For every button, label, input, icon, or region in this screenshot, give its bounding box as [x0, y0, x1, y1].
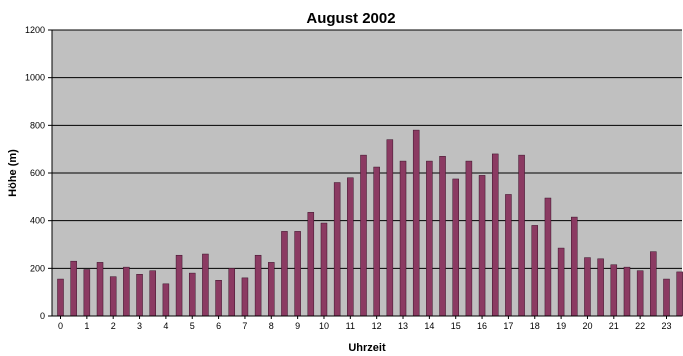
y-axis-ticks: 0 200 400 600 800 1000 1200 [25, 25, 52, 321]
x-tick-label: 19 [556, 321, 566, 331]
bar [610, 264, 618, 317]
bar [175, 254, 183, 317]
x-tick-label: 16 [477, 321, 487, 331]
bar [478, 175, 486, 317]
bar [57, 278, 64, 317]
gridlines [52, 29, 682, 269]
bar [557, 247, 565, 317]
bar [518, 154, 525, 317]
x-tick-label: 13 [398, 321, 408, 331]
y-tick-label: 0 [40, 311, 45, 321]
bar [333, 182, 341, 317]
x-tick-label: 4 [163, 321, 168, 331]
x-tick-label: 12 [372, 321, 382, 331]
bar [623, 266, 631, 317]
y-tick-label: 600 [30, 168, 45, 178]
bar [571, 216, 578, 317]
x-tick-label: 10 [319, 321, 329, 331]
y-tick-label: 1200 [25, 25, 45, 35]
bar [149, 270, 156, 317]
bar [373, 166, 380, 317]
bar [83, 269, 91, 317]
bar [676, 271, 683, 317]
bar [636, 270, 644, 317]
bar [360, 154, 367, 317]
bar [663, 278, 670, 317]
bar [597, 258, 604, 317]
bar [452, 178, 459, 317]
x-tick-label: 0 [58, 321, 63, 331]
bar [162, 283, 170, 317]
x-tick-label: 1 [84, 321, 89, 331]
bar [386, 139, 394, 317]
bar [294, 231, 301, 317]
x-tick-label: 23 [661, 321, 671, 331]
x-tick-label: 22 [635, 321, 645, 331]
bars [57, 129, 683, 317]
bar [584, 257, 591, 317]
x-tick-label: 2 [111, 321, 116, 331]
x-axis-ticks: 0 1 2 3 4 5 6 7 8 9 10 11 12 13 14 15 16 17 18 19 20 21 22 23 [58, 316, 672, 331]
bar [123, 266, 130, 317]
bar [136, 274, 143, 317]
bar [412, 129, 420, 317]
y-tick-label: 200 [30, 263, 45, 273]
y-tick-label: 800 [30, 120, 45, 130]
bar [426, 160, 433, 317]
bar [254, 254, 262, 317]
x-tick-label: 3 [137, 321, 142, 331]
x-tick-label: 7 [242, 321, 247, 331]
bar [281, 231, 288, 317]
x-tick-label: 17 [503, 321, 513, 331]
bar [215, 280, 222, 317]
x-axis-label: Uhrzeit [348, 342, 386, 354]
bar [505, 194, 512, 317]
bar [465, 160, 473, 317]
x-tick-label: 9 [295, 321, 300, 331]
y-tick-label: 400 [30, 216, 45, 226]
chart-title: August 2002 [306, 10, 395, 27]
bar [109, 276, 117, 317]
bar [96, 262, 104, 317]
y-axis-label: Höhe (m) [7, 149, 19, 197]
x-tick-label: 20 [582, 321, 592, 331]
x-tick-label: 5 [190, 321, 195, 331]
bar [241, 277, 249, 317]
x-tick-label: 18 [530, 321, 540, 331]
bar [320, 222, 328, 317]
bar [439, 156, 446, 317]
bar [202, 253, 209, 317]
x-tick-label: 6 [216, 321, 221, 331]
x-tick-label: 11 [346, 321, 355, 331]
bar [650, 251, 657, 317]
x-tick-label: 14 [424, 321, 434, 331]
bar [188, 272, 196, 317]
y-tick-label: 1000 [25, 73, 45, 83]
bar [491, 153, 499, 317]
bar [70, 260, 77, 317]
x-tick-label: 15 [451, 321, 461, 331]
bar [544, 197, 552, 317]
bar [347, 177, 354, 317]
bar [307, 212, 315, 317]
x-tick-label: 21 [609, 321, 619, 331]
bar [399, 160, 407, 317]
bar [268, 262, 275, 317]
bar [531, 225, 539, 317]
x-tick-label: 8 [269, 321, 274, 331]
bar [228, 268, 236, 317]
